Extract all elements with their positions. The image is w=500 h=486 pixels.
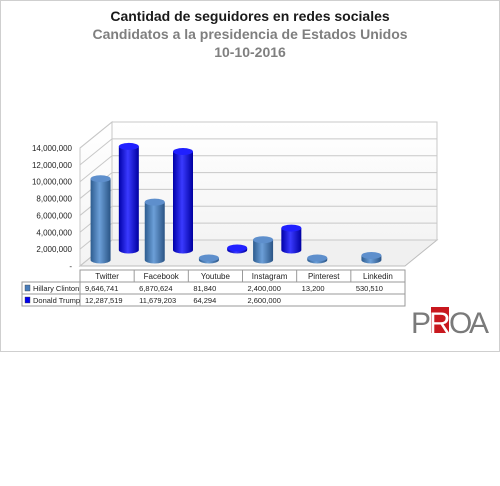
- legend-swatch: [24, 284, 31, 292]
- bar-1-2: [227, 244, 248, 254]
- y-tick-label: -: [69, 262, 72, 271]
- bar-1-1: [173, 148, 193, 254]
- category-label: Twitter: [95, 272, 119, 281]
- bar-1-3: [281, 224, 302, 254]
- y-tick-label: 6,000,000: [36, 211, 72, 220]
- y-tick-label: 4,000,000: [36, 228, 72, 237]
- data-label: 6,870,624: [139, 284, 172, 293]
- data-label: 9,646,741: [85, 284, 118, 293]
- logo-letter-o: O: [449, 307, 472, 337]
- y-tick-label: 10,000,000: [32, 178, 73, 187]
- data-label: 2,600,000: [248, 296, 281, 305]
- bar-0-5: [361, 252, 382, 264]
- y-tick-label: 8,000,000: [36, 195, 72, 204]
- data-label: 64,294: [193, 296, 216, 305]
- data-label: 530,510: [356, 284, 383, 293]
- series-name: Donald Trump: [33, 296, 80, 305]
- chart-subtitle: Candidatos a la presidencia de Estados U…: [92, 26, 408, 42]
- category-label: Instagram: [252, 272, 288, 281]
- data-label: 2,400,000: [248, 284, 281, 293]
- category-label: Pinterest: [308, 272, 340, 281]
- gridline: [79, 121, 437, 149]
- table-row: [21, 293, 406, 307]
- bar-0-1: [144, 198, 165, 264]
- bar-0-4: [307, 254, 328, 264]
- bar-0-2: [198, 254, 219, 264]
- gridline: [79, 155, 437, 183]
- logo-letter-p: P: [411, 307, 431, 337]
- legend-swatch: [24, 296, 31, 304]
- category-label: Linkedin: [363, 272, 393, 281]
- data-label: 81,840: [193, 284, 216, 293]
- gridline: [79, 138, 437, 166]
- category-label: Youtube: [201, 272, 231, 281]
- logo-letter-r: R: [429, 307, 451, 337]
- y-tick-label: 12,000,000: [32, 161, 73, 170]
- bar-0-3: [253, 236, 274, 264]
- category-label: Facebook: [144, 272, 180, 281]
- logo-letter-a: A: [469, 307, 489, 337]
- series-name: Hillary Clinton: [33, 284, 79, 293]
- bar-0-0: [90, 175, 111, 264]
- y-tick-label: 14,000,000: [32, 144, 73, 153]
- proa-logo: P R O A: [411, 307, 489, 337]
- data-label: 11,679,203: [139, 296, 176, 305]
- chart-title: Cantidad de seguidores en redes sociales: [110, 8, 390, 24]
- bar-chart: - 2,000,000 4,000,000 6,000,000 8,000,000 10,…: [21, 120, 439, 307]
- data-label: 13,200: [302, 284, 325, 293]
- chart-date: 10-10-2016: [214, 44, 286, 60]
- logo-red-block: [431, 307, 449, 333]
- bar-1-0: [118, 142, 139, 254]
- y-tick-label: 2,000,000: [36, 245, 72, 254]
- data-label: 12,287,519: [85, 296, 123, 305]
